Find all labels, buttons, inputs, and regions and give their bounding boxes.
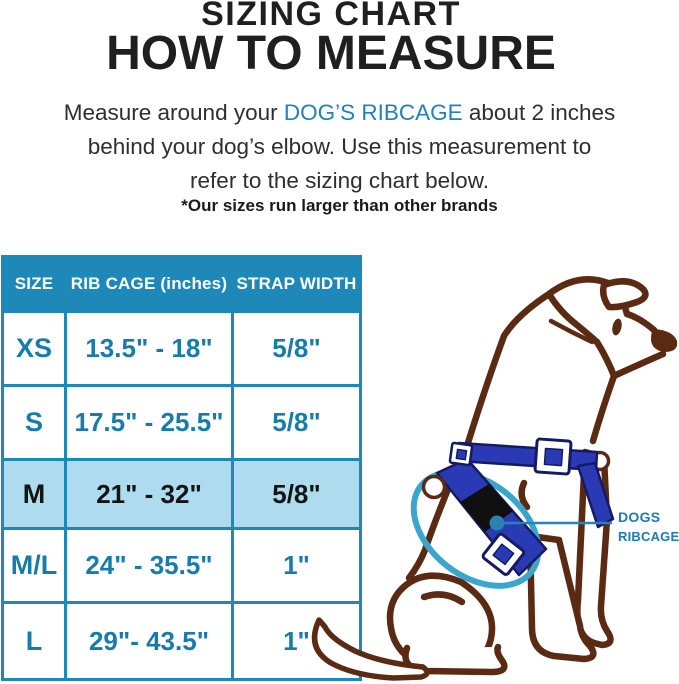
cell-strap-m: 5/8" (234, 461, 359, 527)
intro-line1-prefix: Measure around your (63, 100, 284, 125)
cell-size-l: L (4, 604, 64, 678)
intro-line1-suffix: about 2 inches (462, 100, 616, 125)
harness (421, 437, 615, 577)
cell-ribcage-xs: 13.5" - 18" (67, 313, 231, 384)
intro-paragraph: Measure around your DOG’S RIBCAGE about … (0, 96, 679, 198)
dog-mouth (612, 350, 667, 379)
cell-ribcage-ml: 24" - 35.5" (67, 530, 231, 601)
dog-tail (311, 617, 430, 681)
ribcage-ellipse (410, 469, 542, 589)
harness-buckle-girth (481, 532, 526, 576)
intro-line2: behind your dog’s elbow. Use this measur… (87, 134, 592, 159)
dog-nose (651, 329, 678, 352)
dog-throat (589, 372, 618, 445)
dog-ear-inner (545, 290, 601, 346)
dog-thigh-crease (420, 591, 466, 606)
sizing-note: *Our sizes run larger than other brands (181, 196, 498, 215)
dog-near-leg (526, 532, 597, 663)
harness-top-strap (456, 441, 599, 472)
cell-size-ml: M/L (4, 530, 64, 601)
dog-chest-line (405, 464, 461, 582)
intro-line1: Measure around your DOG’S RIBCAGE about … (0, 96, 679, 130)
dog-floppy-ear (599, 278, 649, 311)
header-cell-strap: STRAP WIDTH (234, 258, 359, 310)
harness-buckle-left (448, 441, 474, 467)
cell-size-s: S (4, 387, 64, 458)
callout-label-line2: RIBCAGE (618, 529, 679, 544)
cell-strap-ml: 1" (234, 530, 359, 601)
cell-ribcage-m: 21" - 32" (67, 461, 231, 527)
sizing-table: SIZE RIB CAGE (inches) STRAP WIDTH XS 13… (1, 255, 362, 681)
cell-size-m: M (4, 461, 64, 527)
dog-neck-back (463, 290, 553, 450)
callout-label-line1: DOGS (618, 509, 660, 525)
cell-size-xs: XS (4, 313, 64, 384)
page-title-line2: HOW TO MEASURE (106, 27, 556, 80)
page-title-line1: SIZING CHART (201, 0, 461, 33)
cell-ribcage-l: 29"- 43.5" (67, 604, 231, 678)
ribcage-highlight: DOG’S RIBCAGE (283, 100, 463, 125)
dog-muzzle-top (623, 310, 658, 334)
dog-belly-line (518, 479, 531, 511)
cell-strap-s: 5/8" (234, 387, 359, 458)
dog-eye (612, 318, 622, 336)
d-ring-left (421, 474, 447, 500)
page-title: SIZING CHART HOW TO MEASURE (0, 0, 662, 80)
header-cell-ribcage: RIB CAGE (inches) (67, 258, 231, 310)
harness-buckle-top (533, 437, 573, 476)
intro-line3: refer to the sizing chart below. (190, 168, 489, 193)
dog-body (311, 276, 667, 681)
ribcage-callout: DOGS RIBCAGE (489, 509, 679, 544)
dog-skull-top (545, 276, 612, 298)
dog-cheek (593, 338, 618, 380)
dog-ear-crease (548, 318, 595, 345)
cell-strap-xs: 5/8" (234, 313, 359, 384)
cell-ribcage-s: 17.5" - 25.5" (67, 387, 231, 458)
harness-right-strap (576, 461, 615, 529)
header-cell-size: SIZE (4, 258, 64, 310)
callout-dot (489, 515, 505, 531)
